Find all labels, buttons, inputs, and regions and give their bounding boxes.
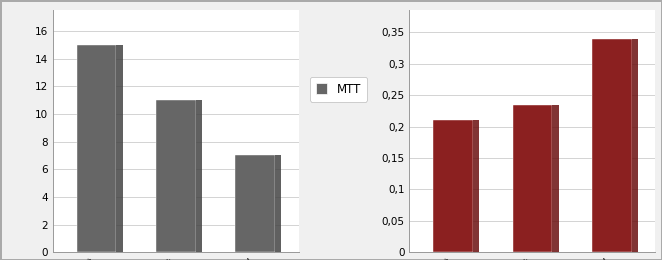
- Bar: [236, 155, 275, 252]
- Bar: [592, 39, 632, 252]
- Polygon shape: [473, 120, 479, 252]
- Polygon shape: [552, 105, 559, 252]
- Bar: [156, 100, 196, 252]
- Bar: [434, 120, 473, 252]
- Legend: MTT: MTT: [310, 77, 367, 102]
- Polygon shape: [117, 45, 122, 252]
- Polygon shape: [196, 100, 202, 252]
- Bar: [512, 105, 552, 252]
- Bar: [77, 45, 117, 252]
- Polygon shape: [632, 39, 638, 252]
- Polygon shape: [275, 155, 281, 252]
